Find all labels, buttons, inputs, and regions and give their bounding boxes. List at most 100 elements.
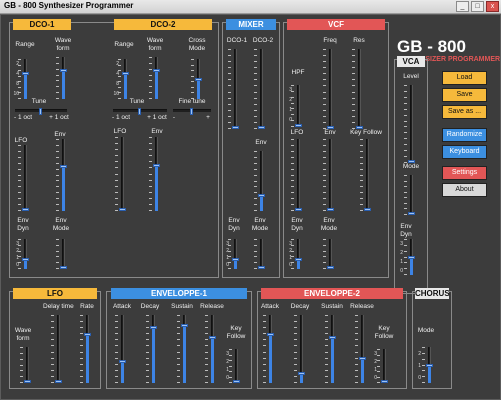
slider-knob[interactable]: [84, 333, 91, 336]
lfo-rate-slider[interactable]: [80, 315, 91, 383]
slider-knob[interactable]: [122, 72, 129, 75]
slider-knob[interactable]: [22, 72, 29, 75]
slider-knob[interactable]: [60, 266, 67, 269]
slider-knob[interactable]: [22, 258, 29, 261]
env1-sustain-slider[interactable]: [177, 315, 188, 383]
dco1-tune-slider[interactable]: [15, 108, 67, 115]
chorus-mode-slider[interactable]: [422, 347, 433, 383]
slider-knob[interactable]: [329, 336, 336, 339]
slider-knob[interactable]: [258, 266, 265, 269]
slider-knob[interactable]: [408, 256, 415, 259]
slider-knob[interactable]: [22, 208, 29, 211]
dco2-range-slider[interactable]: [118, 59, 129, 99]
close-button[interactable]: x: [486, 1, 499, 12]
mixer-dco2-slider[interactable]: [254, 49, 265, 129]
slider-knob[interactable]: [39, 108, 42, 115]
vcf-freq-slider[interactable]: [323, 49, 334, 129]
env1-attack-slider[interactable]: [115, 315, 126, 383]
dco1-lfo-slider[interactable]: [18, 145, 29, 211]
slider-knob[interactable]: [327, 266, 334, 269]
slider-knob[interactable]: [295, 124, 302, 127]
slider-ticks: [177, 315, 180, 383]
slider-knob[interactable]: [24, 380, 31, 383]
dco2-finetune-slider[interactable]: [173, 108, 211, 115]
slider-knob[interactable]: [60, 165, 67, 168]
vca-level-slider[interactable]: [404, 85, 415, 163]
dco2-crossmode-slider[interactable]: [191, 59, 202, 99]
slider-knob[interactable]: [267, 333, 274, 336]
slider-knob[interactable]: [327, 126, 334, 129]
slider-knob[interactable]: [426, 364, 433, 367]
mixer-envdyn-slider[interactable]: [228, 239, 239, 269]
env1-release-slider[interactable]: [205, 315, 216, 383]
env2-keyfollow-slider[interactable]: [377, 349, 388, 383]
slider-knob[interactable]: [119, 208, 126, 211]
dco1-range-slider[interactable]: [18, 59, 29, 99]
slider-knob[interactable]: [356, 126, 363, 129]
vcf-keyfollow-slider[interactable]: [360, 139, 371, 211]
slider-knob[interactable]: [295, 258, 302, 261]
chorus-mode-mark-1: 1: [418, 363, 421, 369]
env2-decay-slider[interactable]: [294, 315, 305, 383]
dco1-env-slider[interactable]: [56, 139, 67, 211]
save-as-button[interactable]: Save as ...: [442, 105, 487, 119]
slider-knob[interactable]: [195, 78, 202, 81]
save-button[interactable]: Save: [442, 88, 487, 102]
vcf-env-slider[interactable]: [323, 139, 334, 211]
env2-sustain-slider[interactable]: [325, 315, 336, 383]
keyboard-button[interactable]: Keyboard: [442, 145, 487, 159]
load-button[interactable]: Load: [442, 71, 487, 85]
slider-knob[interactable]: [60, 69, 67, 72]
vca-envdyn-slider[interactable]: [404, 239, 415, 275]
vcf-hpf-slider[interactable]: [291, 85, 302, 127]
env1-decay-slider[interactable]: [146, 315, 157, 383]
vcf-res-slider[interactable]: [352, 49, 363, 129]
slider-knob[interactable]: [150, 326, 157, 329]
dco2-env-slider[interactable]: [149, 137, 160, 211]
slider-knob[interactable]: [364, 208, 371, 211]
slider-knob[interactable]: [153, 164, 160, 167]
slider-knob[interactable]: [55, 380, 62, 383]
lfo-delay-slider[interactable]: [51, 315, 62, 383]
minimize-button[interactable]: _: [456, 1, 469, 12]
dco2-lfo-slider[interactable]: [115, 137, 126, 211]
mixer-envmode-slider[interactable]: [254, 239, 265, 269]
slider-knob[interactable]: [295, 208, 302, 211]
slider-knob[interactable]: [381, 380, 388, 383]
dco1-waveform-slider[interactable]: [56, 57, 67, 99]
env1-keyfollow-slider[interactable]: [229, 349, 240, 383]
settings-button[interactable]: Settings: [442, 166, 487, 180]
slider-knob[interactable]: [232, 258, 239, 261]
slider-knob[interactable]: [408, 160, 415, 163]
env2-release-slider[interactable]: [355, 315, 366, 383]
slider-knob[interactable]: [181, 324, 188, 327]
dco1-envmode-slider[interactable]: [56, 239, 67, 269]
dco2-tune-slider[interactable]: [113, 108, 167, 115]
slider-knob[interactable]: [258, 126, 265, 129]
vcf-envdyn-slider[interactable]: [291, 239, 302, 269]
slider-knob[interactable]: [209, 336, 216, 339]
slider-knob[interactable]: [258, 194, 265, 197]
dco2-waveform-slider[interactable]: [149, 57, 160, 99]
mixer-env-slider[interactable]: [254, 151, 265, 211]
maximize-button[interactable]: □: [471, 1, 484, 12]
dco1-envdyn-slider[interactable]: [18, 239, 29, 269]
slider-knob[interactable]: [153, 69, 160, 72]
slider-knob[interactable]: [232, 126, 239, 129]
vcf-lfo-slider[interactable]: [291, 139, 302, 211]
slider-knob[interactable]: [119, 360, 126, 363]
vca-mode-slider[interactable]: [404, 175, 415, 215]
about-button[interactable]: About: [442, 183, 487, 197]
slider-knob[interactable]: [190, 108, 193, 115]
slider-knob[interactable]: [408, 212, 415, 215]
env2-attack-slider[interactable]: [263, 315, 274, 383]
slider-knob[interactable]: [359, 357, 366, 360]
randomize-button[interactable]: Randomize: [442, 128, 487, 142]
slider-knob[interactable]: [298, 372, 305, 375]
slider-knob[interactable]: [138, 108, 141, 115]
slider-knob[interactable]: [233, 380, 240, 383]
vcf-envmode-slider[interactable]: [323, 239, 334, 269]
mixer-dco1-slider[interactable]: [228, 49, 239, 129]
slider-knob[interactable]: [327, 208, 334, 211]
lfo-waveform-slider[interactable]: [20, 347, 31, 383]
